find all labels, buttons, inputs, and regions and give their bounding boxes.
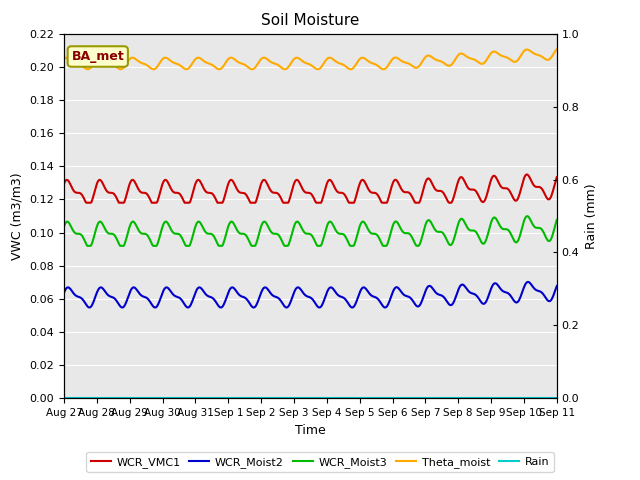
- Y-axis label: Rain (mm): Rain (mm): [585, 183, 598, 249]
- X-axis label: Time: Time: [295, 424, 326, 437]
- Text: BA_met: BA_met: [72, 50, 124, 63]
- Title: Soil Moisture: Soil Moisture: [261, 13, 360, 28]
- Y-axis label: VWC (m3/m3): VWC (m3/m3): [11, 172, 24, 260]
- Legend: WCR_VMC1, WCR_Moist2, WCR_Moist3, Theta_moist, Rain: WCR_VMC1, WCR_Moist2, WCR_Moist3, Theta_…: [86, 452, 554, 472]
